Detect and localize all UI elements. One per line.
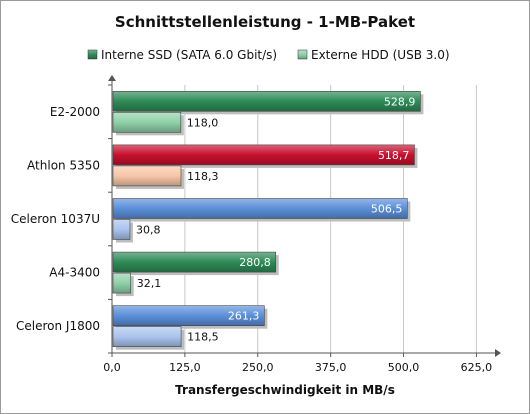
x-axis-title: Transfergeschwindigkeit in MB/s <box>175 383 395 397</box>
category-label-celeron-j1800: Celeron J1800 <box>16 319 100 333</box>
data-label-a4-3400-series-1: 280,8 <box>239 256 271 269</box>
legend-swatch-interne-ssd <box>87 49 98 60</box>
bar-celeron-1037u-series-1 <box>112 198 408 219</box>
category-label-athlon-5350: Athlon 5350 <box>27 158 100 172</box>
x-tick-label: 0,0 <box>103 361 121 374</box>
data-label-celeron-1037u-series-1: 506,5 <box>371 203 403 216</box>
legend: Interne SSD (SATA 6.0 Gbit/s) Externe HD… <box>87 48 450 62</box>
x-tick-label: 500,0 <box>388 361 420 374</box>
bar-e2-2000-series-1 <box>112 91 421 112</box>
data-label-celeron-j1800-series-1: 261,3 <box>228 310 260 323</box>
axes <box>108 75 501 357</box>
x-tick-label: 250,0 <box>242 361 274 374</box>
bar-celeron-j1800-series-1 <box>112 305 265 327</box>
category-label-celeron-1037u: Celeron 1037U <box>11 212 100 226</box>
x-tick-label: 625,0 <box>461 361 493 374</box>
category-label-e2-2000: E2-2000 <box>50 105 100 119</box>
data-label-a4-3400-series-2: 32,1 <box>137 277 162 290</box>
data-label-e2-2000-series-2: 118,0 <box>187 116 219 129</box>
legend-label-interne-ssd: Interne SSD (SATA 6.0 Gbit/s) <box>101 48 277 62</box>
bar-athlon-5350-series-2 <box>112 165 182 187</box>
y-axis-arrow-icon <box>108 75 116 81</box>
data-label-athlon-5350-series-2: 118,3 <box>187 170 219 183</box>
data-label-athlon-5350-series-1: 518,7 <box>378 149 410 162</box>
bar-celeron-j1800-series-2 <box>112 326 182 348</box>
data-label-e2-2000-series-1: 528,9 <box>384 95 416 108</box>
bar-e2-2000-series-2 <box>112 112 182 133</box>
chart-title: Schnittstellenleistung - 1-MB-Paket <box>115 13 415 31</box>
bars: 528,9 118,0 518,7 118,3 506,5 30,8 280,8 32,1 26… <box>112 91 424 350</box>
bar-celeron-1037u-series-2 <box>112 219 131 240</box>
bar-a4-3400-series-2 <box>112 272 132 294</box>
category-labels: E2-2000 Athlon 5350 Celeron 1037U A4-3400 Ce… <box>11 105 100 333</box>
x-axis-arrow-icon <box>495 349 501 357</box>
legend-swatch-externe-hdd <box>297 49 308 60</box>
bar-a4-3400-series-1 <box>112 251 277 273</box>
data-label-celeron-1037u-series-2: 30,8 <box>136 224 161 237</box>
tick-labels: 0,0 125,0 250,0 375,0 500,0 625,0 <box>103 361 492 374</box>
x-tick-label: 125,0 <box>169 361 201 374</box>
category-label-a4-3400: A4-3400 <box>49 266 100 280</box>
bar-athlon-5350-series-1 <box>112 144 415 166</box>
data-label-celeron-j1800-series-2: 118,5 <box>187 331 219 344</box>
x-tick-label: 375,0 <box>315 361 347 374</box>
legend-label-externe-hdd: Externe HDD (USB 3.0) <box>311 48 450 62</box>
